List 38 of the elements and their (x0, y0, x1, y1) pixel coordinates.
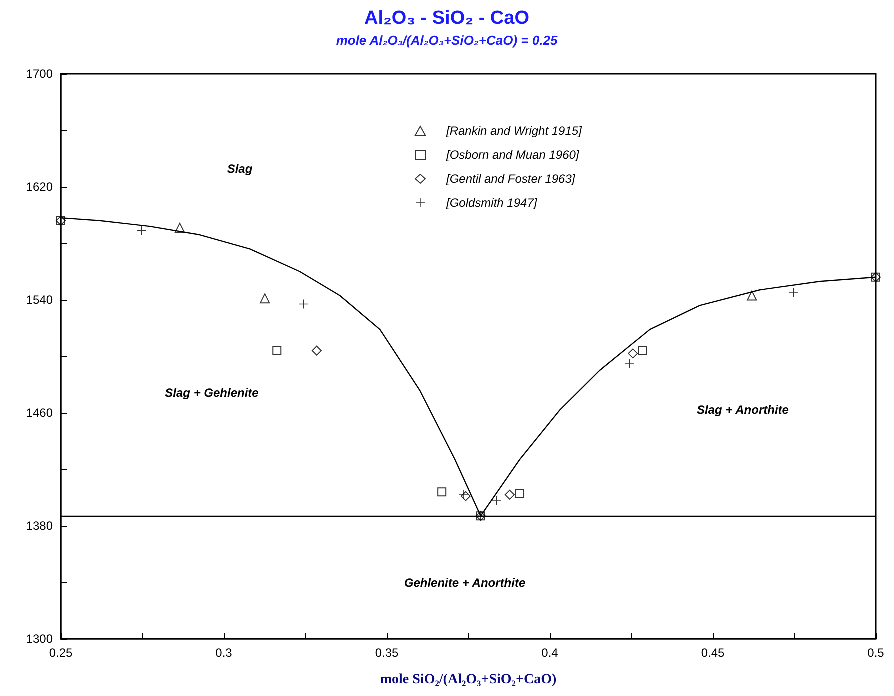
chart-subtitle: mole Al₂O₃/(Al₂O₃+SiO₂+CaO) = 0.25 (336, 33, 558, 48)
point (638, 346, 648, 356)
legend-label: [Goldsmith 1947] (446, 196, 538, 210)
x-tick-label: 0.35 (375, 646, 399, 660)
point (312, 346, 322, 356)
point (459, 490, 468, 500)
y-tick-label: 1620 (26, 180, 54, 194)
point (174, 222, 185, 233)
annotation: Gehlenite + Anorthite (404, 576, 526, 590)
y-tick-label: 1700 (26, 67, 54, 81)
x-tick-label: 0.25 (49, 646, 73, 660)
x-tick-label: 0.5 (868, 646, 885, 660)
x-tick-label: 0.4 (542, 646, 559, 660)
point (747, 290, 758, 301)
y-tick-label: 1540 (26, 293, 54, 307)
point (625, 359, 634, 368)
y-tick-label: 1300 (26, 632, 54, 646)
x-axis-title: mole SiO₂/(Al₂O₃+SiO₂+CaO) (380, 672, 557, 688)
chart-title: Al₂O₃ - SiO₂ - CaO (364, 8, 530, 29)
point (260, 294, 270, 304)
point (272, 346, 282, 356)
annotation: Slag (227, 162, 254, 176)
x-tick-label: 0.3 (216, 646, 233, 660)
point (789, 288, 798, 298)
legend-label: [Osborn and Muan 1960] (446, 148, 580, 162)
legend-label: [Rankin and Wright 1915] (446, 124, 583, 138)
y-tick-label: 1460 (26, 406, 54, 420)
legend-label: [Gentil and Foster 1963] (446, 172, 576, 186)
point (492, 496, 502, 506)
annotation: Slag + Anorthite (697, 403, 790, 417)
y-tick-label: 1380 (26, 519, 54, 533)
point (438, 488, 447, 497)
point (628, 348, 638, 359)
annotation: Slag + Gehlenite (165, 386, 260, 400)
point (460, 491, 471, 502)
x-tick-label: 0.45 (701, 646, 725, 660)
point (516, 489, 525, 498)
point (504, 490, 515, 500)
